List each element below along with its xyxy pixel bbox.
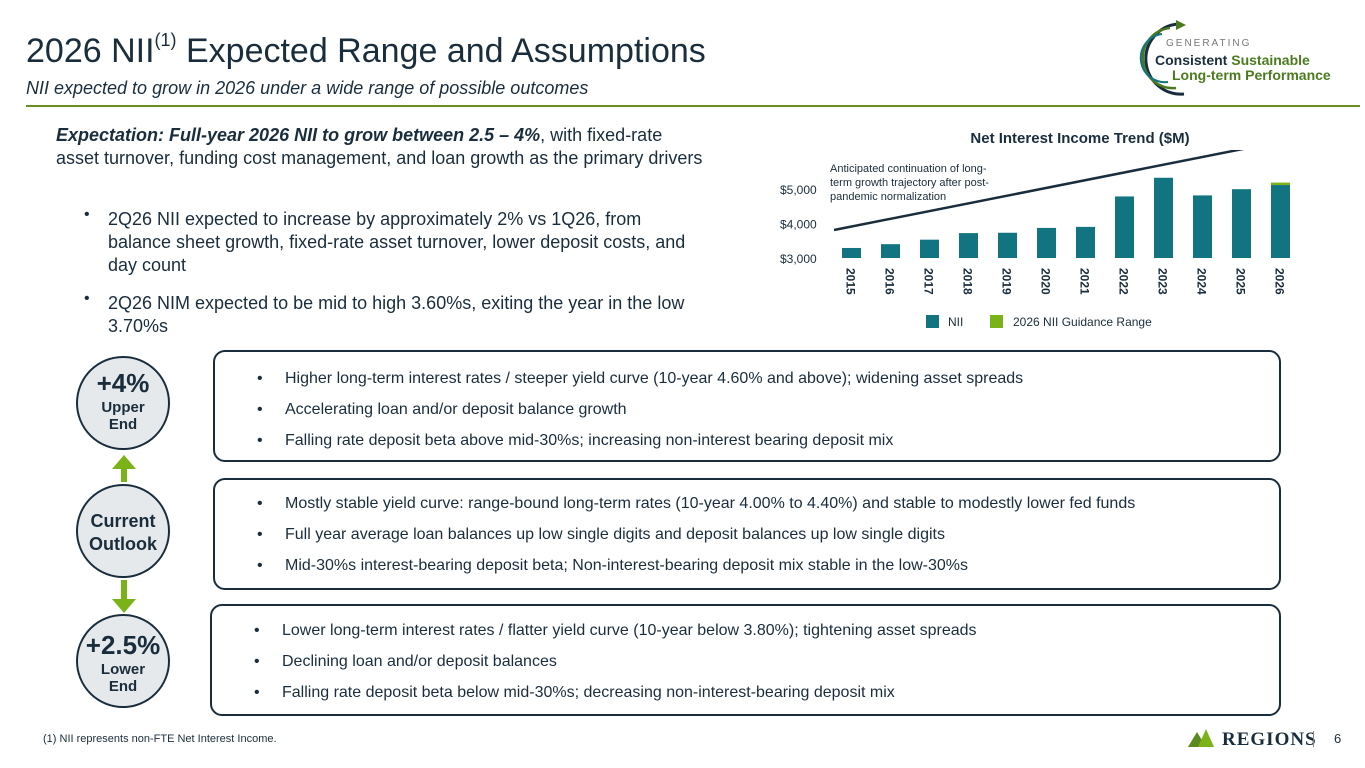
upper-item: Accelerating loan and/or deposit balance… bbox=[215, 394, 1279, 425]
expectation-text: Expectation: Full-year 2026 NII to grow … bbox=[56, 125, 703, 168]
legend-label-nii: NII bbox=[948, 315, 963, 329]
chart-annotation: Anticipated continuation of long-term gr… bbox=[830, 163, 989, 203]
upper-scenario-box: Higher long-term interest rates / steepe… bbox=[213, 350, 1281, 462]
footnote: (1) NII represents non-FTE Net Interest … bbox=[43, 733, 277, 745]
regions-triangle-logo-icon bbox=[1188, 729, 1214, 747]
nii-trend-chart: $3,000 $4,000 $5,000 2015 2016 2017 2018 2019 20… bbox=[780, 150, 1290, 329]
up-arrow-shaft bbox=[121, 468, 127, 482]
header-divider bbox=[26, 105, 1360, 107]
lower-end-circle: +2.5% Lower End bbox=[76, 614, 170, 708]
current-item: Full year average loan balances up low s… bbox=[215, 519, 1279, 550]
chart-title: Net Interest Income Trend ($M) bbox=[970, 130, 1190, 147]
nii-bar bbox=[842, 247, 861, 258]
upper-item: Falling rate deposit beta above mid-30%s… bbox=[215, 425, 1279, 456]
y-tick-label: $4,000 bbox=[780, 217, 817, 231]
upper-item: Higher long-term interest rates / steepe… bbox=[215, 363, 1279, 394]
nii-bar bbox=[1154, 177, 1173, 258]
logo-consistent: Consistent Sustainable bbox=[1155, 52, 1310, 68]
down-arrow-icon bbox=[112, 599, 136, 613]
y-tick-label: $3,000 bbox=[780, 252, 817, 266]
x-tick-label: 2015 bbox=[844, 268, 858, 295]
page-number: 6 bbox=[1334, 731, 1342, 746]
page-subtitle: NII expected to grow in 2026 under a wid… bbox=[26, 78, 589, 98]
x-tick-label: 2023 bbox=[1156, 268, 1170, 295]
upper-end-circle: +4% Upper End bbox=[76, 356, 170, 450]
down-arrow-shaft bbox=[121, 580, 127, 600]
current-scenario-box: Mostly stable yield curve: range-bound l… bbox=[213, 478, 1281, 590]
x-tick-label: 2019 bbox=[1000, 268, 1014, 295]
x-tick-label: 2018 bbox=[961, 268, 975, 295]
logo-long-term: Long-term Performance bbox=[1172, 67, 1331, 83]
brand-separator bbox=[1313, 731, 1314, 747]
bullet-dot: • bbox=[84, 206, 90, 223]
x-tick-label: 2020 bbox=[1039, 268, 1053, 295]
x-tick-label: 2016 bbox=[883, 268, 897, 295]
x-tick-label: 2026 bbox=[1273, 268, 1287, 295]
x-tick-label: 2022 bbox=[1117, 268, 1131, 295]
regions-brand: REGIONS bbox=[1222, 729, 1317, 750]
logo-generating: GENERATING bbox=[1166, 38, 1252, 49]
nii-bar bbox=[998, 232, 1017, 258]
current-outlook-circle: Current Outlook bbox=[76, 484, 170, 578]
x-tick-label: 2021 bbox=[1078, 268, 1092, 295]
expectation-bullet-2: 2Q26 NIM expected to be mid to high 3.60… bbox=[108, 293, 685, 336]
legend-label-range: 2026 NII Guidance Range bbox=[1013, 315, 1152, 329]
up-arrow-icon bbox=[112, 455, 136, 469]
nii-bar bbox=[1037, 227, 1056, 258]
lower-item: Declining loan and/or deposit balances bbox=[212, 646, 1279, 677]
nii-bar bbox=[959, 233, 978, 258]
current-item: Mostly stable yield curve: range-bound l… bbox=[215, 488, 1279, 519]
nii-bar bbox=[1115, 196, 1134, 258]
x-tick-label: 2017 bbox=[922, 268, 936, 295]
lower-scenario-box: Lower long-term interest rates / flatter… bbox=[210, 604, 1281, 716]
legend-swatch-range bbox=[990, 315, 1003, 328]
nii-bar bbox=[1076, 226, 1095, 258]
guidance-range-bar bbox=[1271, 182, 1290, 186]
nii-bar bbox=[1232, 189, 1251, 258]
x-tick-label: 2024 bbox=[1195, 268, 1209, 295]
y-tick-label: $5,000 bbox=[780, 183, 817, 197]
lower-item: Falling rate deposit beta below mid-30%s… bbox=[212, 677, 1279, 708]
page-title: 2026 NII(1) Expected Range and Assumptio… bbox=[26, 29, 706, 70]
nii-bar bbox=[1271, 185, 1290, 258]
x-tick-label: 2025 bbox=[1234, 268, 1248, 295]
generating-performance-logo bbox=[1139, 20, 1186, 96]
nii-bar bbox=[881, 244, 900, 258]
nii-bar bbox=[920, 239, 939, 258]
nii-bar bbox=[1193, 195, 1212, 258]
bullet-dot: • bbox=[84, 290, 90, 307]
legend-swatch-nii bbox=[926, 315, 939, 328]
expectation-bullet-1: 2Q26 NII expected to increase by approxi… bbox=[108, 209, 686, 275]
lower-item: Lower long-term interest rates / flatter… bbox=[212, 615, 1279, 646]
trend-arrow-line bbox=[833, 150, 1245, 232]
current-item: Mid-30%s interest-bearing deposit beta; … bbox=[215, 550, 1279, 581]
